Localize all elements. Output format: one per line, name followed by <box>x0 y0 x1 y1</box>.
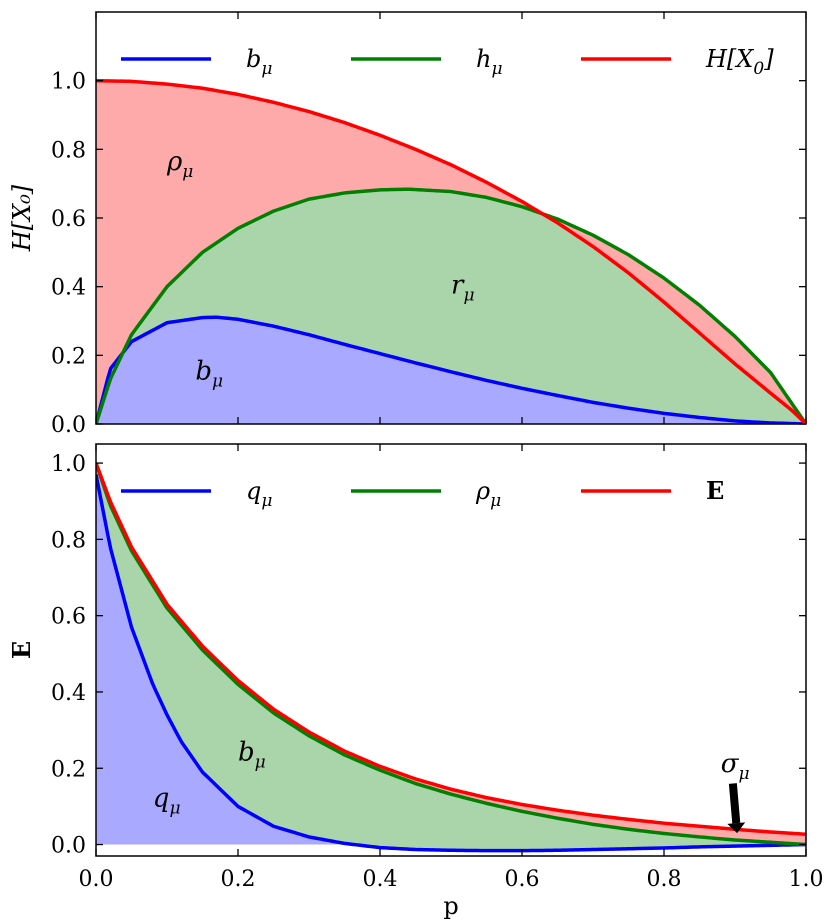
annotation-arrow-shaft <box>728 783 741 824</box>
legend-label-2-tail: ] <box>763 45 774 73</box>
y-axis-label: E <box>7 641 36 659</box>
legend-label-1: hμ <box>476 45 503 79</box>
x-tick-label: 1.0 <box>789 867 824 892</box>
x-tick-label: 0.8 <box>647 867 682 892</box>
axes-frame <box>95 443 807 857</box>
fill-region-2 <box>96 80 806 424</box>
fill-region-0 <box>96 474 806 851</box>
region-label-0-main: ρ <box>166 147 183 177</box>
plot-area <box>96 462 806 853</box>
series-line-1 <box>96 462 806 847</box>
legend-label-0: bμ <box>246 45 272 79</box>
legend-label-2: H[X0] <box>705 45 774 79</box>
y-tick-label: 0.2 <box>51 757 86 782</box>
region-label-1-sub: μ <box>255 753 266 773</box>
region-label-1-sub: μ <box>463 286 474 306</box>
bottom-panel: 0.00.20.40.60.81.00.0 0.2 0.4 0.6 0.8 1.0Epqμ… <box>7 443 824 920</box>
region-label-2: bμ <box>195 356 223 391</box>
plot-area <box>96 78 806 424</box>
region-label-2: σμ <box>721 749 750 784</box>
fill-region-1 <box>96 463 806 851</box>
y-axis-label: H[X₀] <box>8 184 36 252</box>
legend-label-1-sub: μ <box>490 491 501 511</box>
series-line-2 <box>96 462 806 837</box>
y-tick-label: 1.0 <box>51 452 86 477</box>
legend-label-2-sub: 0 <box>753 59 764 79</box>
series-line-2 <box>96 78 806 424</box>
legend-label-1-main: ρ <box>475 477 490 505</box>
legend-label-1: ρμ <box>475 477 501 511</box>
y-tick-label: 1.0 <box>51 70 86 95</box>
legend-label-2-main: E <box>706 476 724 505</box>
y-tick-label: 0.4 <box>51 681 86 706</box>
region-label-0: ρμ <box>166 147 193 182</box>
y-tick-label: 0.0 <box>51 834 86 859</box>
region-label-0: qμ <box>153 783 181 818</box>
legend-label-2: E <box>706 476 724 505</box>
legend-label-2-main: H[X <box>705 45 754 73</box>
y-tick-label: 0.6 <box>51 207 86 232</box>
legend-label-0-main: b <box>246 45 261 73</box>
x-tick-label: 0.6 <box>505 867 540 892</box>
region-label-2-main: σ <box>721 749 740 779</box>
y-tick-label: 0.2 <box>51 344 86 369</box>
x-tick-label: 0.2 <box>221 867 256 892</box>
fill-region-1 <box>96 189 806 424</box>
region-label-0-sub: μ <box>169 798 180 818</box>
region-label-1-main: b <box>238 738 255 768</box>
annotation-arrow-head <box>727 822 746 834</box>
legend-label-0-sub: μ <box>261 59 272 79</box>
series-line-1 <box>96 187 806 424</box>
region-label-2-main: b <box>195 356 212 386</box>
series-line-0 <box>96 474 806 853</box>
y-tick-label: 0.0 <box>51 413 86 438</box>
x-tick-label: 0.4 <box>363 867 398 892</box>
legend-label-1-sub: μ <box>491 59 502 79</box>
legend-label-0-main: q <box>246 477 261 505</box>
region-label-1: bμ <box>238 738 266 773</box>
legend-label-0-sub: μ <box>261 491 272 511</box>
legend-label-0: qμ <box>246 477 272 511</box>
fill-region-0 <box>96 317 806 424</box>
series-line-0 <box>96 315 806 424</box>
y-tick-label: 0.4 <box>51 276 86 301</box>
y-tick-label: 0.6 <box>51 605 86 630</box>
region-label-2-sub: μ <box>739 764 750 784</box>
legend-label-1-main: h <box>476 45 491 73</box>
region-label-1-main: r <box>451 271 465 301</box>
x-tick-label: 0.0 <box>79 867 114 892</box>
region-label-1: rμ <box>451 271 475 306</box>
region-label-0-sub: μ <box>182 162 193 182</box>
x-axis-label: p <box>443 892 458 920</box>
region-label-2-sub: μ <box>212 371 223 391</box>
y-tick-label: 0.8 <box>51 528 86 553</box>
region-label-0-main: q <box>153 783 170 813</box>
y-tick-label: 0.8 <box>51 138 86 163</box>
